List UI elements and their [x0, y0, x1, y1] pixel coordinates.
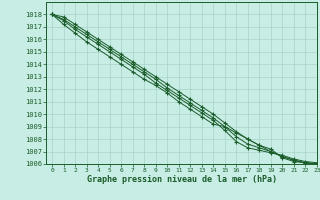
X-axis label: Graphe pression niveau de la mer (hPa): Graphe pression niveau de la mer (hPa): [87, 175, 276, 184]
